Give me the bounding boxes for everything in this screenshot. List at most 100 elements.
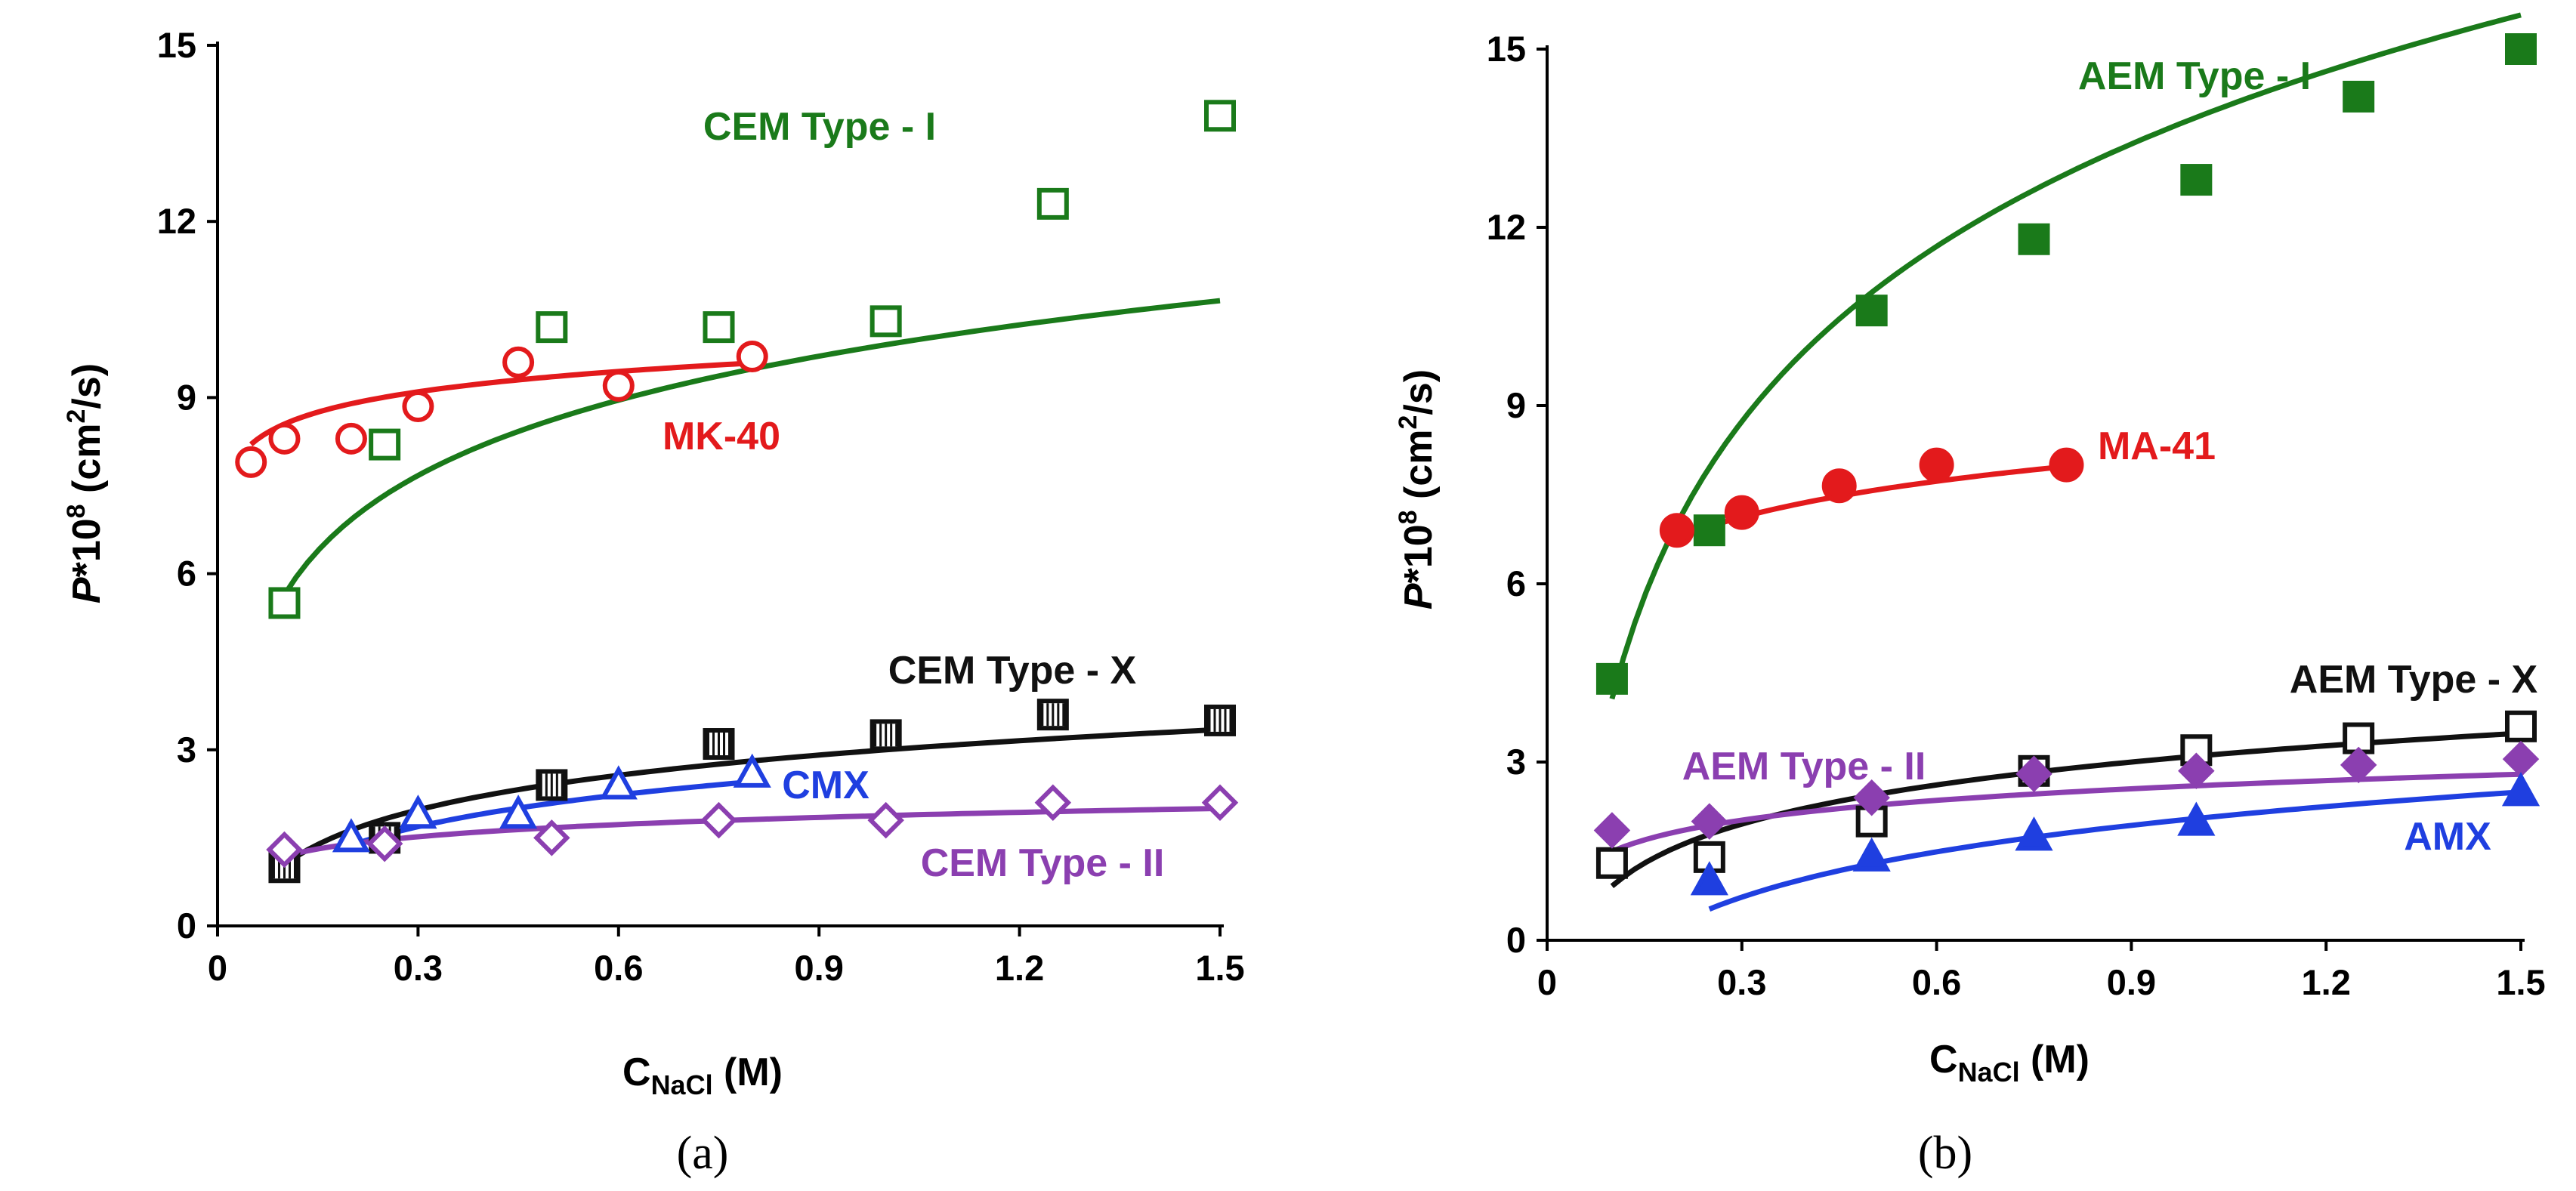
panel-b-x-tick-label: 0.6 bbox=[1912, 962, 1961, 1002]
panel-a-point-mk-40 bbox=[736, 340, 768, 372]
panel-b-y-tick-label: 9 bbox=[1506, 385, 1526, 425]
panel-a-point-cem-type-ii bbox=[266, 831, 303, 869]
panel-b-point-amx bbox=[2177, 801, 2216, 836]
panel-b-fit-amx bbox=[1708, 789, 2522, 912]
panel-a-y-tick-label: 0 bbox=[177, 906, 196, 946]
panel-a-label-cem-type-ii: CEM Type - II bbox=[921, 841, 1165, 885]
panel-b-x-axis-title: CNaCl (M) bbox=[1929, 1038, 2090, 1088]
panel-b-y-tick-label: 3 bbox=[1506, 742, 1526, 782]
panel-a-label-mk-40: MK-40 bbox=[663, 415, 780, 458]
panel-a-label-cem-type-x: CEM Type - X bbox=[888, 649, 1137, 693]
panel-a-point-cem-type-x bbox=[703, 728, 735, 761]
panel-b-point-amx bbox=[1852, 837, 1891, 872]
panel-a-fit-lines bbox=[249, 298, 1221, 867]
panel-b-label-aem-type-x: AEM Type - X bbox=[2290, 658, 2538, 702]
panel-a-axes: 0 3 6 9 12 15 0 0.3 0.6 0.9 1.2 1.5 bbox=[157, 25, 1245, 988]
panel-b-point-aem-type-ii bbox=[2340, 746, 2377, 784]
panel-b-point-ma-41 bbox=[1659, 513, 1694, 548]
panel-b-point-aem-type-ii bbox=[2015, 755, 2052, 792]
panel-a-point-cem-type-i bbox=[869, 305, 902, 338]
panel-b-x-tick-label: 0 bbox=[1537, 962, 1557, 1002]
panel-b-y-tick-label: 12 bbox=[1487, 207, 1526, 247]
panel-a-point-cem-type-x bbox=[1036, 699, 1069, 731]
panel-a-point-cem-type-x bbox=[536, 769, 568, 801]
panel-a-point-cem-type-ii bbox=[1034, 784, 1072, 822]
panel-a-point-mk-40 bbox=[268, 422, 301, 455]
panel-a-point-mk-40 bbox=[335, 422, 367, 455]
panel-a-point-cmx bbox=[733, 753, 771, 788]
panel-a-point-cem-type-i bbox=[536, 311, 568, 344]
panel-b-label-aem-type-i: AEM Type - I bbox=[2078, 54, 2311, 98]
panel-b-point-aem-type-ii bbox=[1593, 812, 1631, 849]
panel-b-label: (b) bbox=[1918, 1128, 1972, 1179]
panel-a-point-cem-type-ii bbox=[867, 801, 904, 839]
panel-b-x-tick-label: 1.5 bbox=[2496, 962, 2545, 1002]
panel-b-point-aem-type-i bbox=[2343, 80, 2375, 113]
panel-a-series-labels: CEM Type - I MK-40 CEM Type - X CMX CEM Type… bbox=[663, 105, 1164, 885]
panel-a-label-cmx: CMX bbox=[782, 764, 869, 807]
panel-a-label: (a) bbox=[677, 1128, 729, 1179]
panel-a-y-tick-label: 3 bbox=[177, 730, 196, 770]
panel-b-point-ma-41 bbox=[1821, 468, 1857, 504]
panel-b-point-amx bbox=[1690, 861, 1728, 896]
panel-a-y-axis-title: P*108 (cm2/s) bbox=[62, 363, 109, 603]
panel-a-point-cem-type-i bbox=[268, 587, 301, 619]
panel-b-point-ma-41 bbox=[1919, 447, 1954, 483]
panel-a-point-cem-type-i bbox=[703, 311, 735, 344]
panel-a-point-cem-type-x bbox=[869, 719, 902, 751]
panel-b-label-ma-41: MA-41 bbox=[2098, 424, 2216, 468]
panel-b-point-aem-type-x bbox=[1595, 847, 1628, 879]
panel-a-point-cem-type-i bbox=[369, 428, 401, 461]
panel-a-label-cem-type-i: CEM Type - I bbox=[703, 105, 936, 149]
panel-b-point-aem-type-i bbox=[2018, 223, 2050, 255]
panel-b: 0 3 6 9 12 15 0 0.3 0.6 0.9 1.2 1.5 AEM Type - I MA-… bbox=[1394, 12, 2546, 1179]
panel-a-point-cem-type-ii bbox=[1201, 784, 1239, 822]
panel-a-fit-mk-40 bbox=[249, 360, 752, 447]
panel-b-point-aem-type-i bbox=[1595, 662, 1628, 695]
panel-a-point-cmx bbox=[332, 818, 371, 853]
panel-a-x-tick-label: 0 bbox=[208, 948, 227, 988]
panel-b-x-tick-label: 0.9 bbox=[2107, 962, 2156, 1002]
panel-a-x-axis-title: CNaCl (M) bbox=[622, 1051, 783, 1100]
panel-b-point-aem-type-ii bbox=[2178, 752, 2215, 790]
panel-a-x-tick-label: 0.3 bbox=[394, 948, 443, 988]
panel-a-y-tick-label: 12 bbox=[157, 201, 196, 241]
panel-b-point-aem-type-ii bbox=[1691, 803, 1728, 840]
panel-a-x-tick-label: 1.5 bbox=[1195, 948, 1244, 988]
panel-b-fit-aem-type-i bbox=[1609, 12, 2522, 700]
panel-b-point-aem-type-i bbox=[2505, 33, 2537, 65]
panel-a-point-cem-type-ii bbox=[700, 801, 737, 839]
panel-a-y-tick-label: 6 bbox=[177, 554, 196, 594]
panel-b-point-amx bbox=[2015, 816, 2053, 851]
panel-b-series-labels: AEM Type - I MA-41 AEM Type - X AEM Type - … bbox=[1682, 54, 2538, 859]
panel-a-point-mk-40 bbox=[402, 390, 434, 423]
panel-a-x-tick-label: 0.6 bbox=[594, 948, 643, 988]
panel-b-point-aem-type-ii bbox=[1853, 779, 1890, 816]
panel-b-point-ma-41 bbox=[1724, 495, 1759, 530]
panel-b-fit-aem-type-ii bbox=[1611, 771, 2522, 854]
panel-a-point-cem-type-ii bbox=[533, 819, 570, 856]
panel-b-point-aem-type-i bbox=[1693, 514, 1725, 547]
panel-b-x-tick-label: 0.3 bbox=[1717, 962, 1766, 1002]
panel-a-point-cem-type-ii bbox=[366, 825, 403, 862]
panel-a-point-cem-type-i bbox=[1204, 100, 1236, 132]
panel-a-point-mk-40 bbox=[602, 369, 635, 402]
panel-b-point-amx bbox=[2501, 772, 2540, 807]
panel-b-y-tick-label: 15 bbox=[1487, 29, 1526, 69]
panel-a-x-tick-label: 0.9 bbox=[795, 948, 844, 988]
panel-a: 0 3 6 9 12 15 0 0.3 0.6 0.9 1.2 1.5 CEM Type - I MK-… bbox=[62, 25, 1245, 1179]
panel-b-axes: 0 3 6 9 12 15 0 0.3 0.6 0.9 1.2 1.5 bbox=[1487, 29, 2546, 1002]
panel-a-point-cem-type-x bbox=[1204, 704, 1236, 736]
panel-a-point-cmx bbox=[499, 795, 538, 829]
panel-b-y-axis-title: P*108 (cm2/s) bbox=[1394, 369, 1441, 609]
panel-a-x-tick-label: 1.2 bbox=[995, 948, 1044, 988]
panel-b-y-tick-label: 6 bbox=[1506, 563, 1526, 603]
panel-b-point-ma-41 bbox=[2049, 447, 2084, 483]
panel-a-y-tick-label: 9 bbox=[177, 377, 196, 417]
panel-a-data-points bbox=[235, 100, 1239, 884]
panel-a-point-cmx bbox=[399, 795, 437, 829]
panel-a-point-mk-40 bbox=[502, 346, 535, 378]
panel-b-label-aem-type-ii: AEM Type - II bbox=[1682, 745, 1926, 788]
panel-b-point-aem-type-i bbox=[1855, 295, 1888, 327]
